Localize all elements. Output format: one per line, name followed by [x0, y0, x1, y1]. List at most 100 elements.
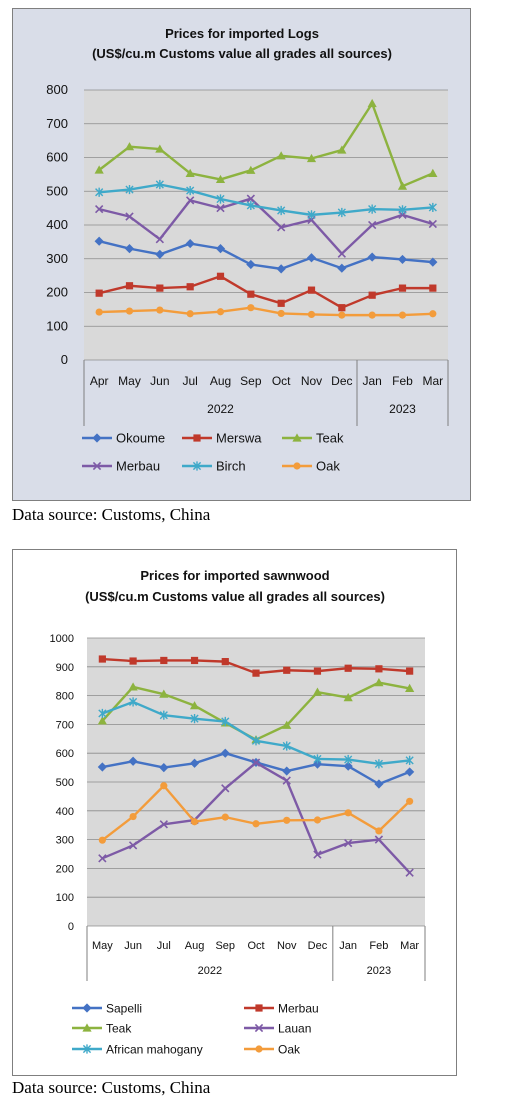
legend-marker-african-mahogany — [82, 1044, 92, 1054]
y-tick-label: 600 — [46, 150, 68, 165]
data-point-teak — [428, 168, 438, 177]
y-tick-label: 0 — [61, 352, 68, 367]
y-tick-label: 500 — [46, 183, 68, 198]
data-point-merbau — [283, 666, 291, 674]
data-point-merswa — [156, 284, 164, 292]
data-point-teak — [155, 144, 165, 153]
x-tick-label: Jun — [124, 940, 142, 952]
x-tick-label: Oct — [247, 940, 264, 952]
data-point-birch — [337, 207, 346, 218]
data-point-merswa — [277, 299, 285, 307]
legend-label: Teak — [316, 431, 344, 446]
x-tick-label: Mar — [422, 374, 443, 388]
legend-label: Sapelli — [106, 1002, 142, 1016]
y-tick-label: 500 — [56, 777, 74, 789]
chart-title: Prices for imported sawnwood — [140, 568, 329, 583]
data-point-oak — [129, 812, 137, 821]
data-point-oak — [375, 827, 383, 835]
data-point-merswa — [125, 282, 134, 290]
data-point-african-mahogany — [251, 736, 261, 746]
legend-marker-oak — [255, 1045, 263, 1053]
x-tick-label: Feb — [369, 940, 388, 952]
data-point-oak — [186, 310, 194, 318]
y-tick-label: 300 — [56, 835, 74, 847]
legend-label: Oak — [278, 1043, 301, 1057]
data-point-african-mahogany — [221, 716, 230, 727]
series-line-birch — [99, 183, 433, 217]
legend-marker-sapelli — [82, 1003, 92, 1013]
data-point-birch — [155, 179, 164, 190]
data-point-lauan — [98, 854, 107, 863]
data-point-okoume — [337, 263, 347, 273]
data-point-teak — [367, 98, 377, 108]
data-point-okoume — [428, 257, 438, 267]
data-point-lauan — [159, 820, 168, 829]
data-point-oak — [429, 310, 437, 318]
data-point-okoume — [306, 253, 317, 263]
data-point-oak — [221, 813, 229, 821]
data-point-merbau — [129, 657, 137, 665]
data-point-merbau — [95, 204, 104, 214]
data-point-merbau — [406, 667, 414, 675]
x-tick-label: Dec — [308, 940, 328, 952]
data-point-okoume — [397, 254, 408, 265]
data-point-african-mahogany — [374, 759, 384, 769]
legend-label: Okoume — [116, 431, 165, 446]
data-point-teak — [337, 145, 347, 154]
year-label: 2023 — [389, 402, 416, 416]
data-point-merbau — [428, 219, 437, 229]
data-point-birch — [125, 184, 134, 195]
data-point-lauan — [128, 841, 138, 850]
data-point-teak — [97, 716, 107, 725]
data-point-merswa — [338, 304, 346, 312]
data-point-oak — [252, 820, 260, 828]
data-point-oak — [190, 818, 199, 826]
data-point-birch — [95, 187, 104, 197]
y-tick-label: 0 — [68, 921, 74, 933]
x-tick-label: Nov — [301, 374, 322, 388]
data-point-oak — [160, 782, 168, 790]
y-tick-label: 200 — [56, 863, 74, 875]
legend-marker-teak — [82, 1023, 92, 1032]
data-point-merbau — [277, 223, 286, 232]
data-point-lauan — [374, 835, 384, 844]
data-point-lauan — [405, 868, 414, 877]
legend-label: Merbau — [116, 459, 160, 474]
legend-marker-okoume — [92, 433, 102, 443]
data-point-merbau — [313, 667, 322, 675]
chart-subtitle: (US$/cu.m Customs value all grades all s… — [92, 46, 392, 61]
data-point-teak — [343, 693, 353, 702]
series-line-oak — [99, 306, 433, 317]
data-point-okoume — [276, 264, 286, 274]
data-point-merbau — [221, 658, 229, 666]
data-point-african-mahogany — [282, 741, 291, 751]
legend-label: Teak — [106, 1022, 132, 1036]
data-point-lauan — [313, 850, 322, 859]
series-line-merbau — [98, 197, 434, 255]
x-tick-label: May — [118, 374, 141, 388]
legend-label: Oak — [316, 459, 340, 474]
data-point-birch — [216, 194, 225, 204]
data-point-merbau — [368, 220, 377, 230]
legend-marker-merswa — [193, 434, 201, 442]
data-point-lauan — [221, 784, 230, 793]
data-point-merbau — [252, 669, 260, 677]
data-point-sapelli — [374, 779, 384, 789]
data-point-oak — [277, 309, 285, 318]
data-point-lauan — [282, 776, 291, 785]
data-point-merbau — [186, 196, 195, 205]
y-tick-label: 100 — [56, 892, 74, 904]
data-point-birch — [307, 210, 316, 220]
data-point-okoume — [94, 236, 104, 246]
data-point-okoume — [124, 244, 135, 254]
y-tick-label: 800 — [56, 691, 74, 703]
data-point-merswa — [247, 290, 255, 298]
data-point-birch — [428, 202, 437, 213]
x-tick-label: Jan — [339, 940, 357, 952]
legend-label: Merswa — [216, 431, 262, 446]
data-point-teak — [246, 165, 256, 174]
year-label: 2022 — [198, 965, 222, 977]
data-point-merbau — [160, 656, 168, 665]
x-tick-label: May — [92, 940, 113, 952]
data-point-teak — [397, 181, 408, 190]
